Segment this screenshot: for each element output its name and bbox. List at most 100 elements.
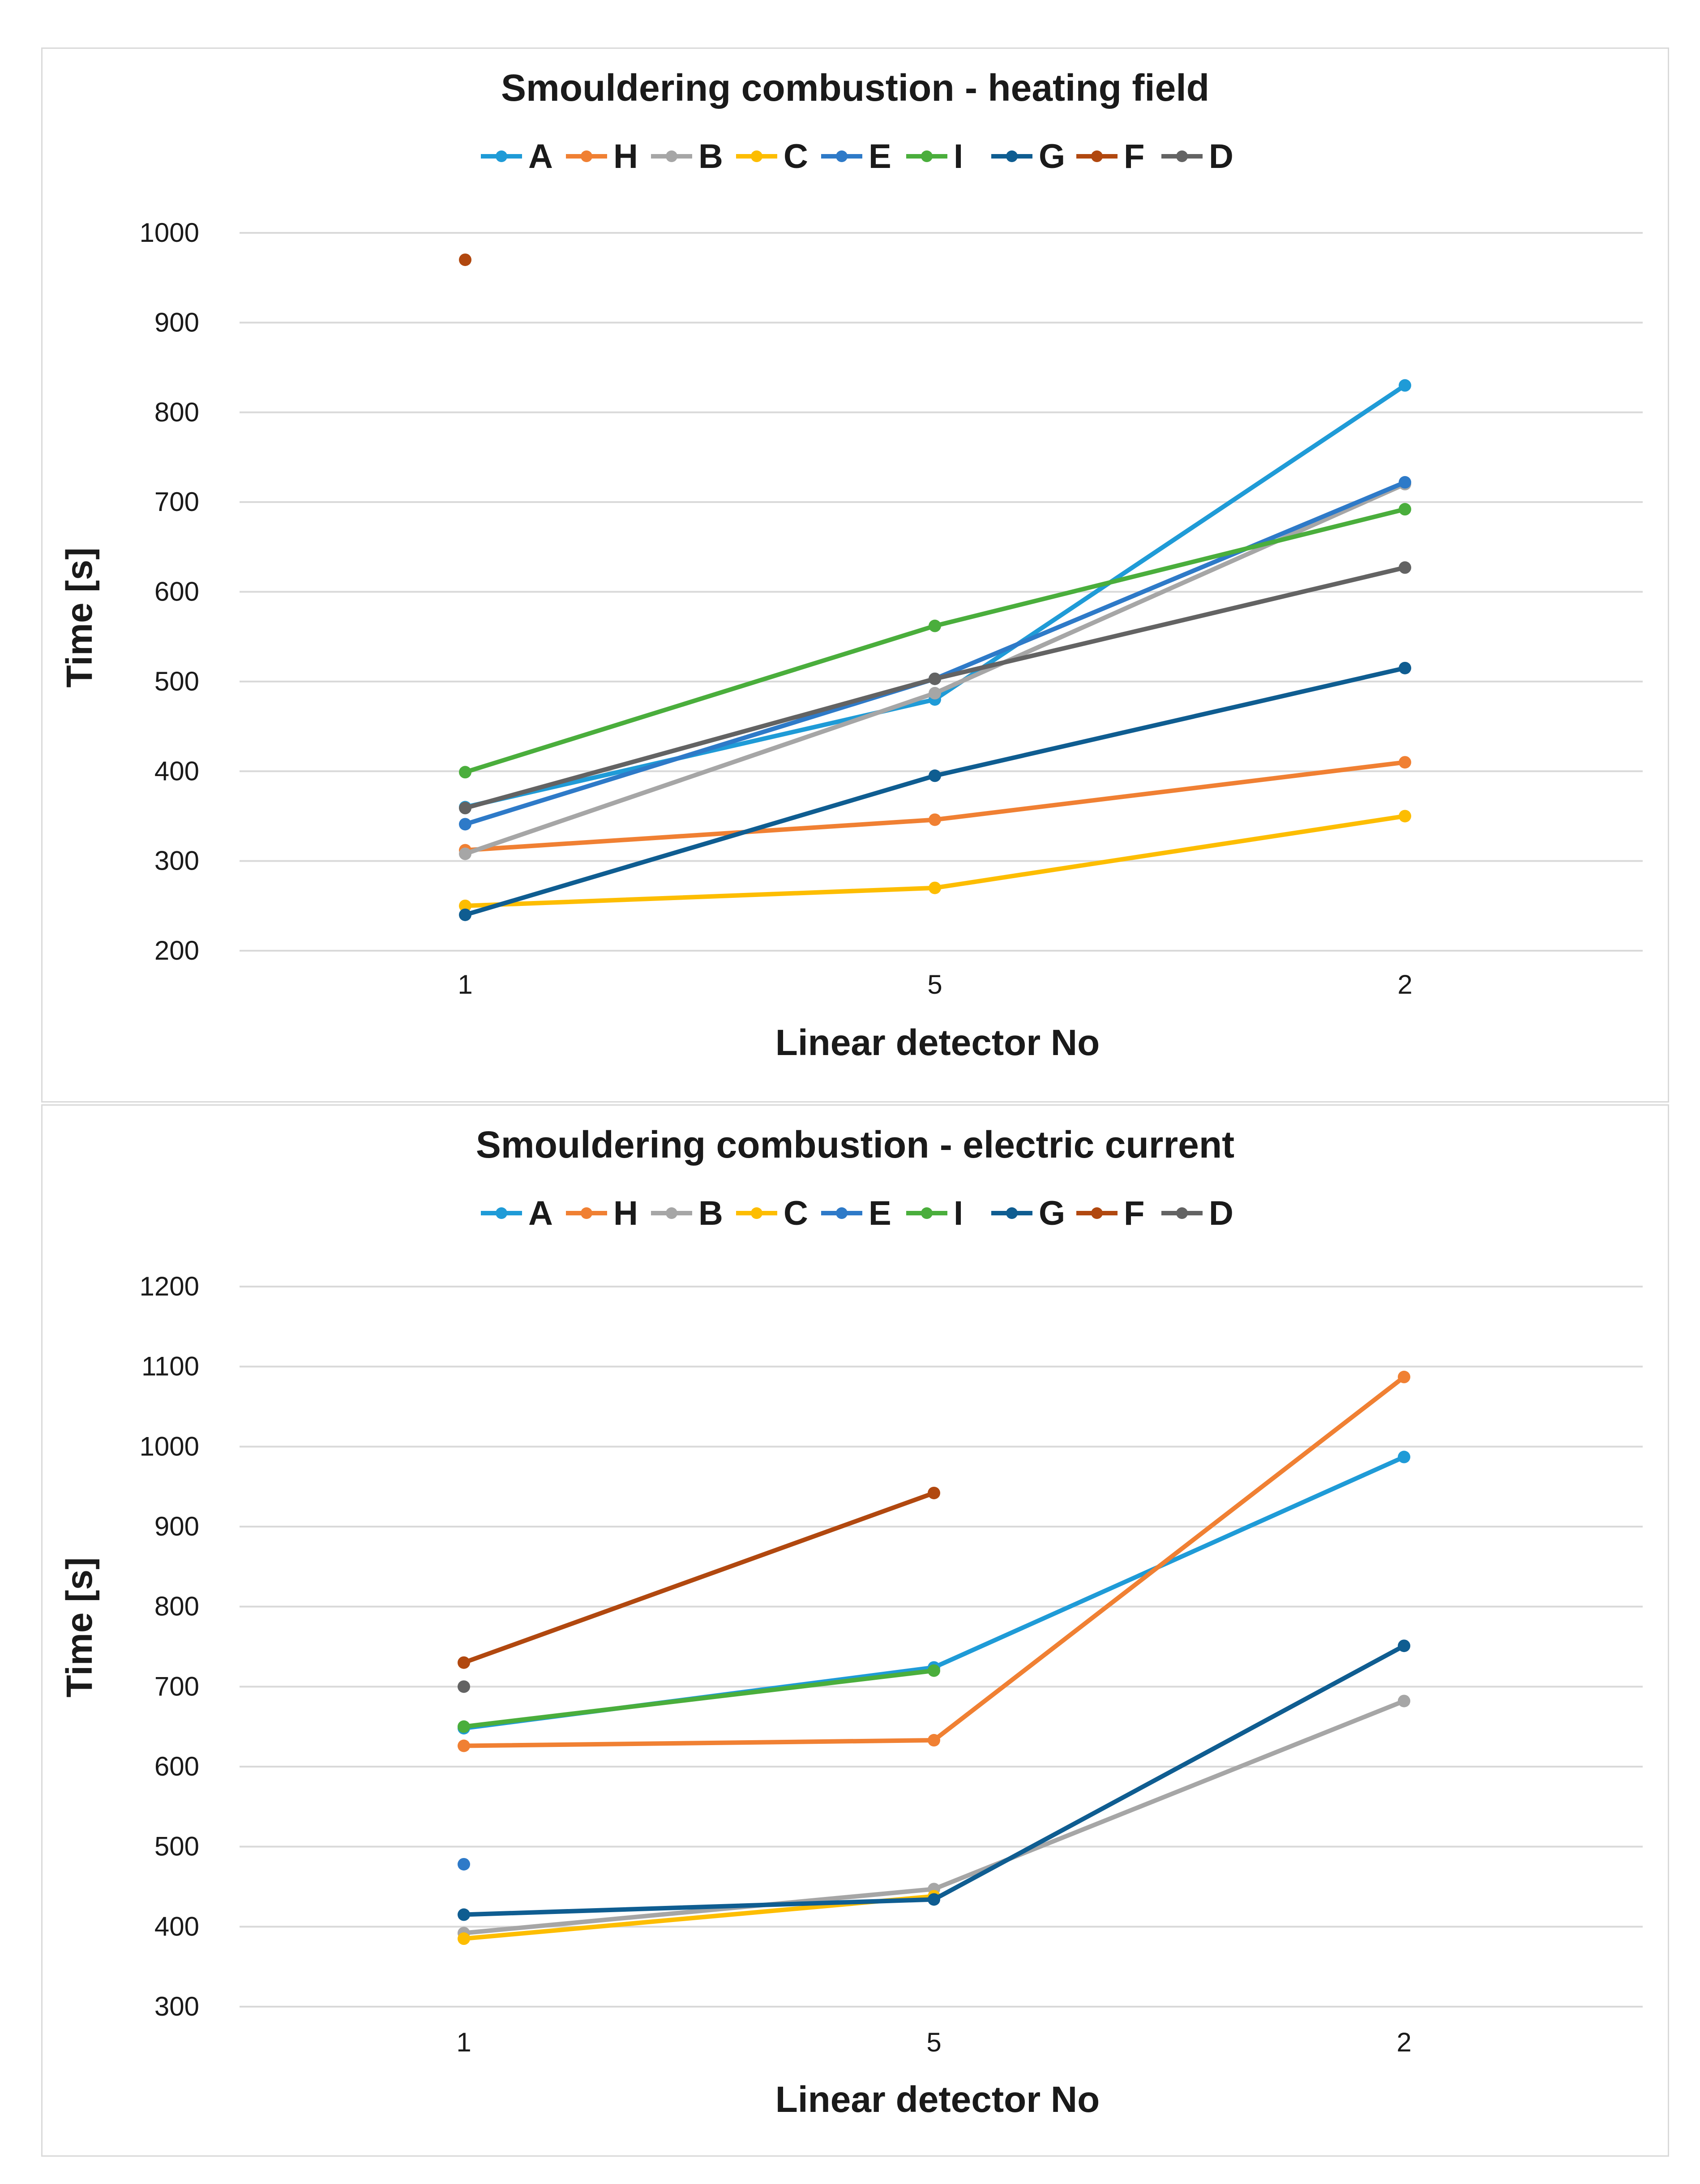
x-tick-label: 5 bbox=[927, 970, 942, 1000]
legend-item-i: I bbox=[906, 137, 963, 176]
y-tick-label: 300 bbox=[154, 846, 199, 876]
data-point bbox=[458, 1858, 470, 1871]
legend-marker bbox=[1176, 1207, 1188, 1219]
series-i bbox=[458, 1664, 940, 1733]
x-tick-label: 1 bbox=[458, 970, 472, 1000]
y-tick-label: 800 bbox=[154, 1592, 199, 1622]
data-point bbox=[458, 1720, 470, 1733]
data-point bbox=[1398, 1370, 1410, 1383]
legend-marker bbox=[666, 150, 677, 162]
data-point bbox=[1399, 810, 1411, 823]
data-point bbox=[929, 687, 941, 699]
data-point bbox=[458, 1908, 470, 1921]
data-point bbox=[929, 619, 941, 632]
legend-marker bbox=[751, 150, 762, 162]
chart-title: Smouldering combustion - heating field bbox=[501, 67, 1209, 109]
data-point bbox=[928, 1734, 940, 1747]
series-e bbox=[459, 476, 1411, 831]
series-b bbox=[459, 478, 1411, 860]
data-point bbox=[1399, 476, 1411, 489]
legend-marker bbox=[1006, 150, 1018, 162]
series-line-segment bbox=[463, 676, 937, 827]
chart-electric-current: Smouldering combustion - electric curren… bbox=[59, 1124, 1643, 2120]
data-point bbox=[928, 1486, 940, 1499]
series-line-segment bbox=[933, 383, 1407, 702]
series-e bbox=[458, 1858, 470, 1871]
data-point bbox=[1399, 756, 1411, 769]
series-line-segment bbox=[932, 1643, 1406, 1902]
series-line-segment bbox=[463, 623, 937, 775]
data-point bbox=[459, 802, 471, 815]
x-tick-label: 2 bbox=[1396, 2027, 1411, 2057]
series-line-segment bbox=[462, 1738, 936, 1748]
legend-marker bbox=[666, 1207, 677, 1219]
data-point bbox=[459, 766, 471, 779]
series-line-segment bbox=[463, 885, 937, 908]
data-point bbox=[1399, 503, 1411, 516]
data-point bbox=[1398, 1695, 1410, 1708]
data-point bbox=[459, 818, 471, 831]
y-tick-label: 600 bbox=[154, 577, 199, 607]
legend-label: H bbox=[613, 137, 638, 176]
data-point bbox=[458, 1680, 470, 1693]
data-point bbox=[459, 899, 471, 912]
series-line-segment bbox=[932, 1455, 1406, 1670]
data-point bbox=[1399, 661, 1411, 674]
legend-marker bbox=[1091, 1207, 1103, 1219]
series-c bbox=[459, 810, 1411, 912]
data-point bbox=[929, 769, 941, 782]
y-tick-label: 400 bbox=[154, 756, 199, 786]
data-point bbox=[1398, 1639, 1410, 1652]
y-tick-label: 900 bbox=[154, 307, 199, 337]
legend-item-e: E bbox=[821, 1194, 891, 1232]
legend-item-h: H bbox=[566, 137, 638, 176]
series-line-segment bbox=[933, 507, 1407, 628]
x-tick-label: 5 bbox=[926, 2027, 941, 2057]
legend-item-i: I bbox=[906, 1194, 963, 1232]
series-line-segment bbox=[932, 1374, 1406, 1743]
data-point bbox=[929, 813, 941, 826]
legend-marker bbox=[921, 150, 933, 162]
data-point bbox=[1398, 1450, 1410, 1463]
legend-item-e: E bbox=[821, 137, 891, 176]
data-point bbox=[1399, 561, 1411, 574]
series-h bbox=[458, 1370, 1410, 1752]
series-line-segment bbox=[462, 1490, 936, 1665]
chart-panel-electric-current: Smouldering combustion - electric curren… bbox=[41, 1104, 1669, 2157]
series-i bbox=[459, 503, 1411, 779]
series-d bbox=[458, 1680, 470, 1693]
y-tick-label: 1200 bbox=[140, 1271, 199, 1301]
y-tick-label: 1000 bbox=[140, 218, 199, 248]
data-point bbox=[458, 1739, 470, 1752]
x-axis-title: Linear detector No bbox=[775, 1022, 1100, 1063]
legend-item-f: F bbox=[1076, 1194, 1144, 1232]
series-line-segment bbox=[463, 773, 937, 917]
series-line-segment bbox=[463, 676, 937, 811]
series-line-segment bbox=[933, 665, 1407, 778]
legend-label: D bbox=[1209, 137, 1233, 176]
series-g bbox=[459, 661, 1411, 921]
series-line-segment bbox=[933, 814, 1407, 890]
y-tick-label: 900 bbox=[154, 1511, 199, 1541]
y-tick-label: 1100 bbox=[141, 1352, 199, 1382]
legend-label: F bbox=[1124, 137, 1144, 176]
legend-marker bbox=[836, 150, 848, 162]
legend-label: G bbox=[1039, 137, 1065, 176]
legend-item-c: C bbox=[736, 1194, 808, 1232]
legend-item-d: D bbox=[1161, 137, 1233, 176]
legend-marker bbox=[496, 150, 507, 162]
legend-item-g: G bbox=[991, 137, 1065, 176]
chart-title: Smouldering combustion - electric curren… bbox=[476, 1124, 1234, 1166]
legend-item-d: D bbox=[1161, 1194, 1233, 1232]
legend-label: A bbox=[528, 1194, 553, 1232]
data-point bbox=[928, 1893, 940, 1906]
y-tick-label: 700 bbox=[154, 487, 199, 517]
series-c bbox=[458, 1890, 940, 1945]
legend-label: E bbox=[869, 1194, 891, 1232]
legend-item-g: G bbox=[991, 1194, 1065, 1232]
legend-label: A bbox=[528, 137, 553, 176]
legend-item-a: A bbox=[481, 137, 553, 176]
y-tick-label: 400 bbox=[154, 1911, 199, 1941]
data-point bbox=[929, 672, 941, 685]
legend-item-c: C bbox=[736, 137, 808, 176]
